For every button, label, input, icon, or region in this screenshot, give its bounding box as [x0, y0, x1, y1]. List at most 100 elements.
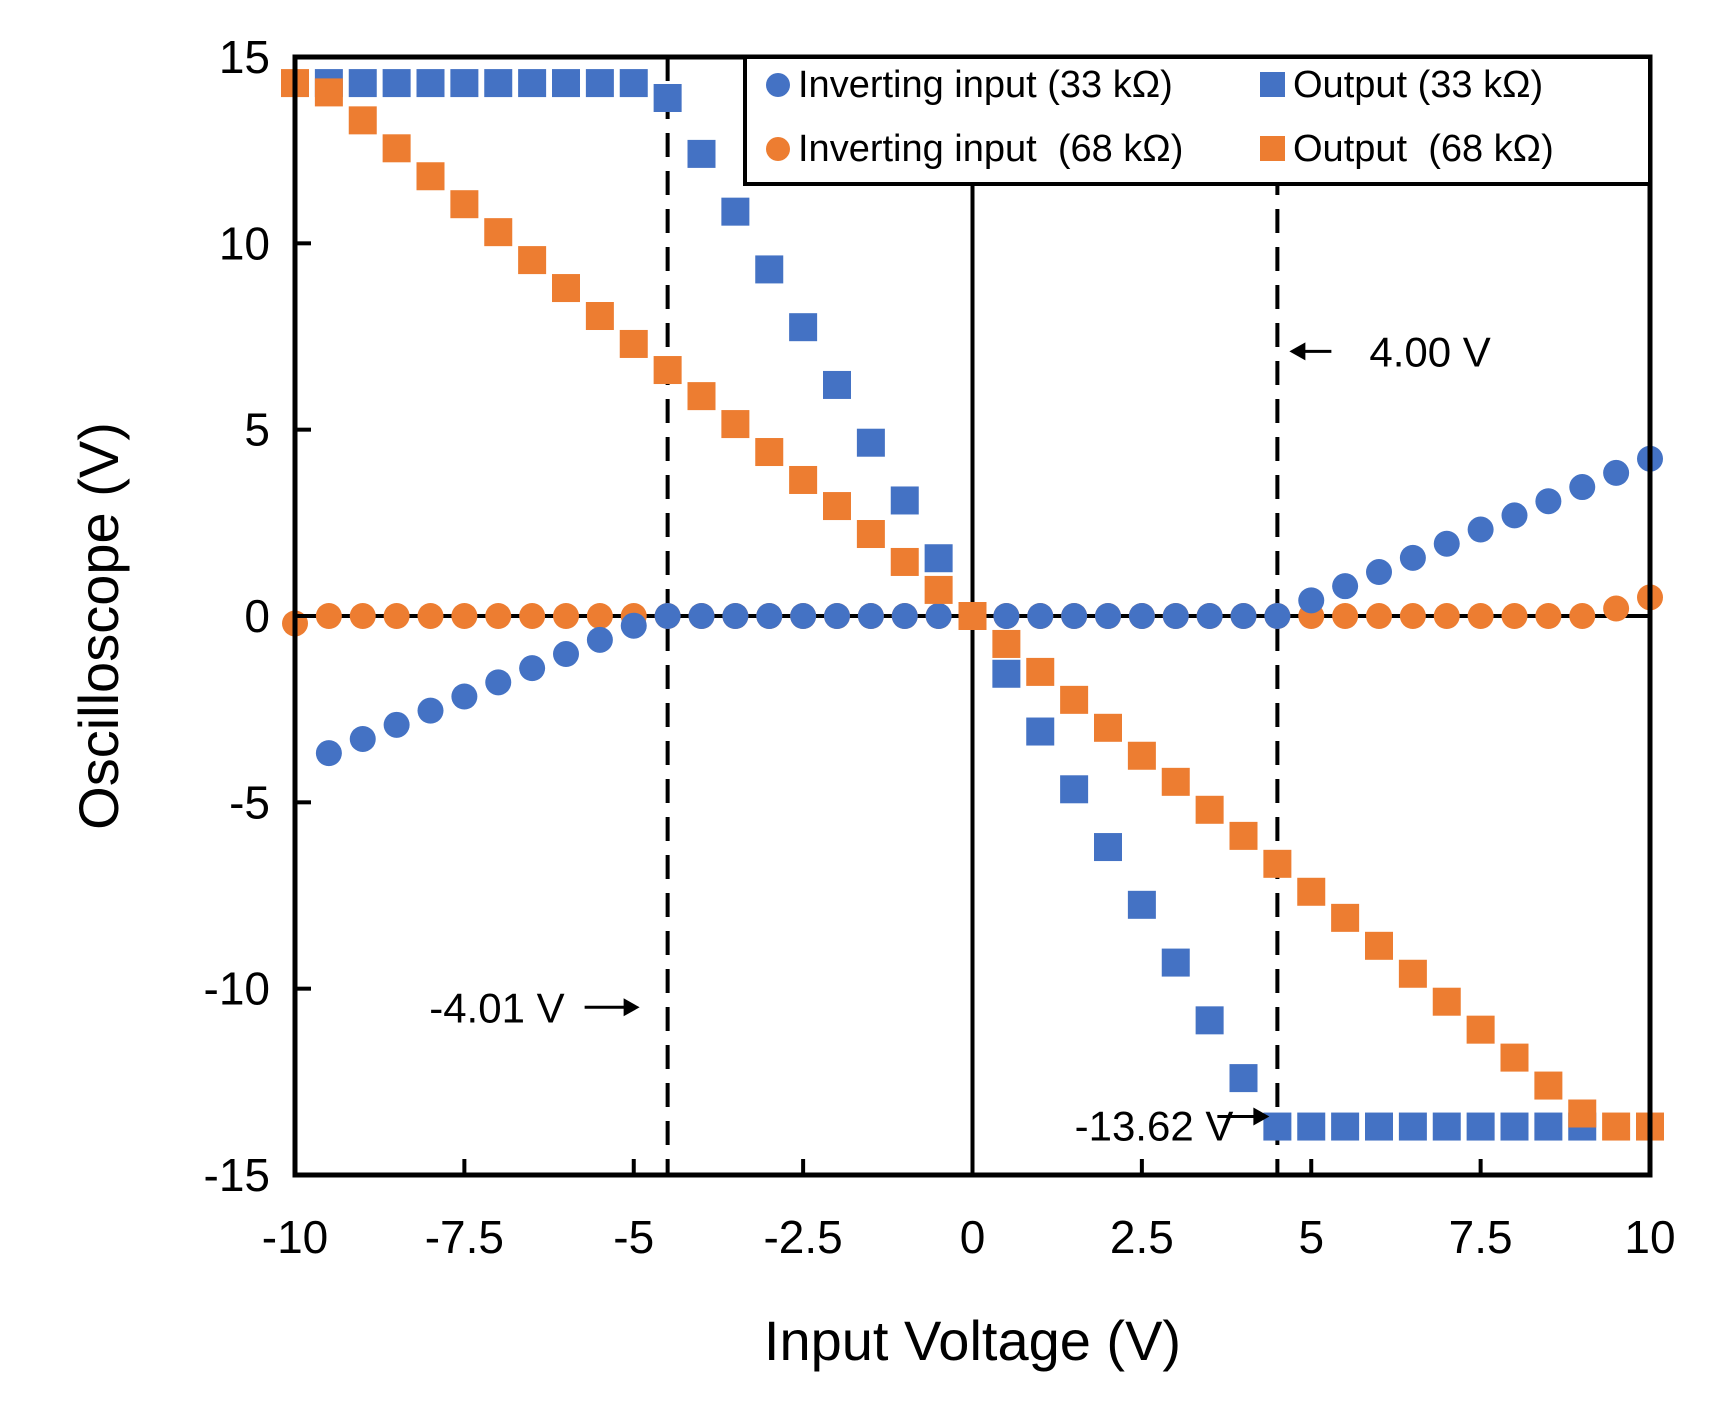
- data-point: [450, 190, 479, 219]
- legend: Inverting input (33 kΩ) Output (33 kΩ) Inv…: [743, 55, 1652, 186]
- data-point: [416, 69, 445, 98]
- data-point: [585, 302, 614, 331]
- data-point: [1466, 1015, 1495, 1044]
- data-point: [1500, 1112, 1529, 1141]
- data-point: [1331, 903, 1360, 932]
- legend-entry: Inverting input (68 kΩ): [766, 128, 1183, 170]
- x-tick-label: 0: [960, 1211, 986, 1263]
- data-point: [756, 603, 783, 629]
- data-point: [1534, 1071, 1563, 1100]
- data-point: [1297, 1112, 1326, 1141]
- data-point: [687, 139, 716, 168]
- data-point: [1569, 474, 1596, 501]
- data-point: [383, 711, 410, 738]
- data-point: [722, 603, 749, 629]
- data-point: [1161, 767, 1190, 796]
- data-point: [619, 69, 648, 98]
- data-point: [789, 313, 818, 342]
- data-point: [315, 740, 342, 767]
- axis-ticks: -10 -7.5 -5 -2.5 0 2.5 5 7.5 10 15 10 5 0 -5 -10 -15: [204, 31, 1676, 1263]
- data-point: [1398, 959, 1427, 988]
- data-point: [1365, 1112, 1393, 1141]
- data-point: [1398, 1112, 1427, 1141]
- data-point: [688, 603, 715, 629]
- data-point: [1127, 890, 1156, 919]
- x-tick-label: 2.5: [1110, 1211, 1174, 1263]
- data-point: [755, 255, 784, 284]
- data-point: [417, 603, 444, 629]
- data-point: [1501, 603, 1528, 629]
- data-point: [1332, 573, 1359, 600]
- data-point: [1196, 603, 1223, 629]
- data-point: [1433, 603, 1460, 629]
- data-point: [1127, 741, 1156, 770]
- data-point: [687, 382, 716, 411]
- y-tick-label: 5: [244, 404, 270, 456]
- y-tick-label: 0: [244, 590, 270, 642]
- data-point: [1603, 459, 1630, 486]
- data-point: [1094, 833, 1122, 862]
- legend-entry: Inverting input (33 kΩ): [766, 64, 1173, 106]
- y-tick-label: -5: [229, 776, 270, 828]
- data-point: [553, 603, 579, 629]
- data-point: [451, 603, 478, 629]
- data-point: [721, 410, 750, 439]
- data-point: [823, 370, 851, 399]
- data-point: [314, 78, 343, 107]
- data-point: [1026, 717, 1055, 746]
- data-point: [790, 603, 817, 629]
- x-tick-label: 10: [1624, 1211, 1675, 1263]
- data-point: [1467, 516, 1494, 543]
- data-point: [485, 603, 512, 629]
- data-point: [721, 197, 750, 226]
- data-point: [958, 602, 987, 630]
- data-point: [1433, 530, 1460, 557]
- annotation-label: -4.01 V: [429, 984, 564, 1031]
- data-point: [1399, 603, 1426, 629]
- data-point: [1128, 603, 1155, 629]
- data-point: [891, 603, 918, 629]
- annotation-label: 4.00 V: [1369, 328, 1490, 375]
- x-tick-label: -2.5: [763, 1211, 842, 1263]
- legend-marker: [1260, 72, 1285, 97]
- y-tick-label: 10: [219, 217, 270, 269]
- data-point: [857, 603, 884, 629]
- data-point: [518, 69, 547, 98]
- data-point: [382, 134, 411, 163]
- data-point: [1500, 1043, 1529, 1072]
- data-point: [925, 603, 952, 629]
- data-point: [315, 603, 342, 629]
- data-point: [1297, 877, 1326, 906]
- data-point: [1467, 603, 1494, 629]
- x-tick-label: -5: [613, 1211, 654, 1263]
- data-point: [1602, 1112, 1631, 1141]
- data-point: [1195, 1006, 1224, 1035]
- data-point: [450, 69, 479, 98]
- data-point: [789, 465, 818, 494]
- data-point: [1535, 603, 1562, 629]
- legend-label: Inverting input (68 kΩ): [798, 128, 1183, 170]
- annotations: 4.00 V -4.01 V -13.62 V: [429, 328, 1491, 1149]
- data-point: [1060, 685, 1089, 714]
- data-point: [1466, 1112, 1495, 1141]
- data-point: [1264, 603, 1291, 629]
- legend-box: [743, 55, 1652, 186]
- data-point: [654, 603, 681, 629]
- data-point: [653, 356, 682, 385]
- data-point: [518, 246, 547, 275]
- legend-marker: [766, 73, 790, 97]
- data-point: [890, 547, 919, 576]
- data-point: [348, 106, 377, 135]
- data-point: [1027, 603, 1054, 629]
- data-point: [1060, 775, 1089, 804]
- data-point: [1161, 948, 1190, 977]
- data-point: [1230, 603, 1257, 629]
- data-point: [484, 218, 513, 247]
- data-point: [585, 69, 614, 98]
- annotation-label: -13.62 V: [1075, 1103, 1234, 1150]
- data-point: [1366, 603, 1392, 629]
- data-point: [1432, 1112, 1461, 1141]
- data-point: [1535, 488, 1562, 515]
- x-tick-label: -7.5: [425, 1211, 504, 1263]
- data-point: [1569, 603, 1596, 629]
